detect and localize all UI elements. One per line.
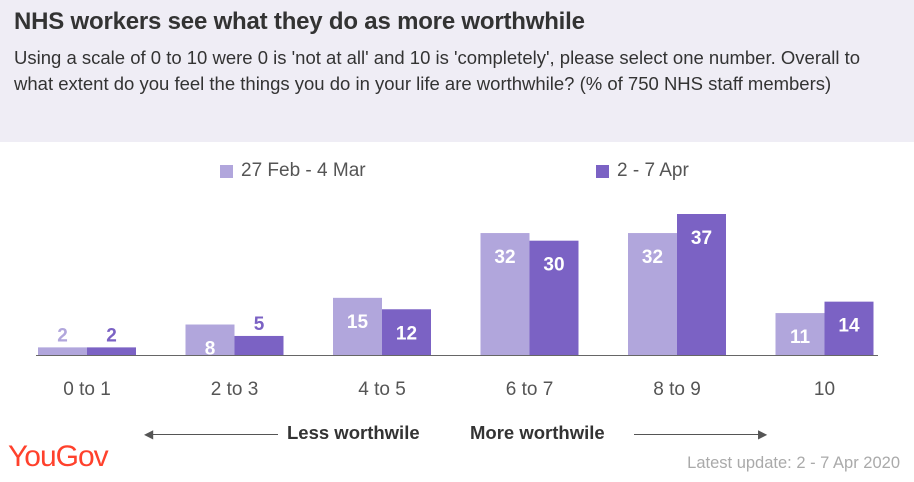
data-label-2-2: 12 xyxy=(396,323,417,344)
data-label-2-3: 30 xyxy=(543,255,564,276)
bar-1-0 xyxy=(38,347,87,355)
x-tick-label-1: 2 to 3 xyxy=(211,379,259,400)
bar-1-5 xyxy=(775,313,825,355)
data-label-1-4: 32 xyxy=(642,247,663,268)
less-worthwhile-label: Less worthwile xyxy=(287,422,420,443)
header-panel: NHS workers see what they do as more wor… xyxy=(0,0,914,142)
bar-1-4 xyxy=(628,233,677,355)
x-tick-label-5: 10 xyxy=(814,379,835,400)
bar-2-0 xyxy=(87,347,136,355)
bar-2-4 xyxy=(677,214,726,355)
data-label-1-5: 11 xyxy=(790,327,811,348)
x-tick-label-3: 6 to 7 xyxy=(506,379,554,400)
bar-chart: 2 2 0 to 1 8 5 2 to 3 15 12 4 to 5 32 30 6 to 7 32 37… xyxy=(36,214,878,400)
chart-subtitle: Using a scale of 0 to 10 were 0 is 'not … xyxy=(14,47,861,94)
right-arrow-line xyxy=(634,434,760,435)
bar-2-2 xyxy=(382,309,431,355)
data-label-1-1: 8 xyxy=(205,339,216,360)
latest-update: Latest update: 2 - 7 Apr 2020 xyxy=(687,454,900,472)
legend-label-series-1: 27 Feb - 4 Mar xyxy=(241,160,366,181)
legend-item-series-1: 27 Feb - 4 Mar xyxy=(220,160,366,182)
x-tick-label-2: 4 to 5 xyxy=(358,379,406,400)
bar-1-2 xyxy=(333,297,382,355)
data-label-2-5: 14 xyxy=(838,316,860,337)
data-label-2-0: 2 xyxy=(106,325,117,346)
yougov-logo: YouGov xyxy=(8,440,109,473)
bar-1-1 xyxy=(185,324,235,355)
left-arrow-head: ◀ xyxy=(144,427,154,441)
right-arrow-head: ▶ xyxy=(758,427,768,441)
data-label-2-4: 37 xyxy=(691,228,712,249)
x-tick-label-0: 0 to 1 xyxy=(63,379,111,400)
legend-swatch-series-2 xyxy=(596,164,609,178)
data-label-1-2: 15 xyxy=(347,312,369,333)
legend-swatch-series-1 xyxy=(220,164,233,178)
chart-title: NHS workers see what they do as more wor… xyxy=(14,8,585,35)
left-arrow-line xyxy=(152,434,278,435)
more-worthwhile-label: More worthwile xyxy=(470,422,605,443)
data-label-1-3: 32 xyxy=(494,247,515,268)
bar-1-3 xyxy=(480,233,530,355)
data-label-1-0: 2 xyxy=(57,325,68,346)
legend-item-series-2: 2 - 7 Apr xyxy=(596,160,689,182)
x-tick-label-4: 8 to 9 xyxy=(653,379,701,400)
legend-label-series-2: 2 - 7 Apr xyxy=(617,160,689,181)
bar-2-1 xyxy=(234,335,284,355)
bar-2-3 xyxy=(529,240,579,355)
data-label-2-1: 5 xyxy=(254,314,265,335)
bar-2-5 xyxy=(824,301,874,355)
